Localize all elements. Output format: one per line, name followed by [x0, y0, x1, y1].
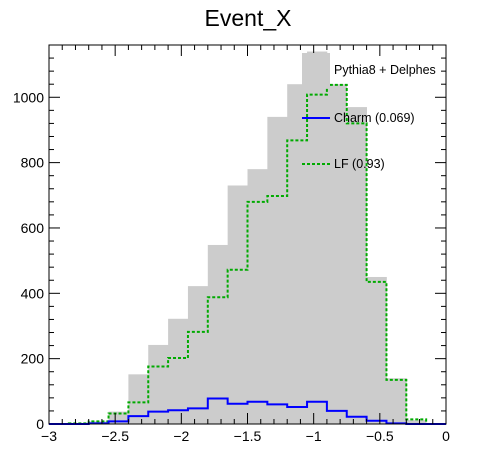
legend-swatch-pythia [302, 53, 330, 87]
x-tick-label: −1.5 [234, 428, 262, 444]
legend-label-charm: Charm (0.069) [334, 111, 415, 125]
histogram-layer [68, 51, 427, 425]
legend: Pythia8 + Delphes Charm (0.069) LF (0.93… [302, 53, 436, 171]
x-tick-label: −2.5 [101, 428, 129, 444]
y-tick-label: 1000 [13, 89, 44, 105]
histogram-bar [207, 244, 229, 424]
histogram-bar [386, 378, 407, 424]
histogram-bar [326, 84, 348, 424]
x-tick-label: −2 [173, 428, 189, 444]
chart-title: Event_X [205, 5, 292, 31]
histogram-bar [307, 51, 328, 424]
x-tick-label: −0.5 [366, 428, 394, 444]
histogram-bar [168, 318, 189, 424]
x-tick-label: 0 [442, 428, 450, 444]
axis-ticks-layer: −3 −2.5 −2 −1.5 −1 −0.5 0 0 200 400 600 800 1000 [13, 45, 450, 444]
histogram-bar [247, 169, 268, 424]
histogram-bar [406, 420, 427, 424]
histogram-bar [346, 107, 367, 425]
x-tick-label: −1 [306, 428, 322, 444]
histogram-bar [287, 84, 308, 424]
histogram-bar [366, 276, 387, 424]
y-tick-label: 200 [21, 351, 45, 367]
y-tick-label: 0 [36, 416, 44, 432]
histogram-bar [128, 374, 149, 424]
y-tick-label: 800 [21, 155, 45, 171]
y-tick-label: 400 [21, 285, 45, 301]
series-line-lf [49, 83, 446, 425]
histogram-bar [227, 185, 248, 424]
histogram-bar [267, 116, 288, 425]
x-tick-label: −3 [41, 428, 57, 444]
histogram-bar [187, 286, 209, 424]
y-tick-label: 600 [21, 220, 45, 236]
histogram-bar [148, 344, 169, 424]
legend-label-lf: LF (0.93) [334, 157, 385, 171]
legend-label-pythia: Pythia8 + Delphes [334, 63, 436, 77]
